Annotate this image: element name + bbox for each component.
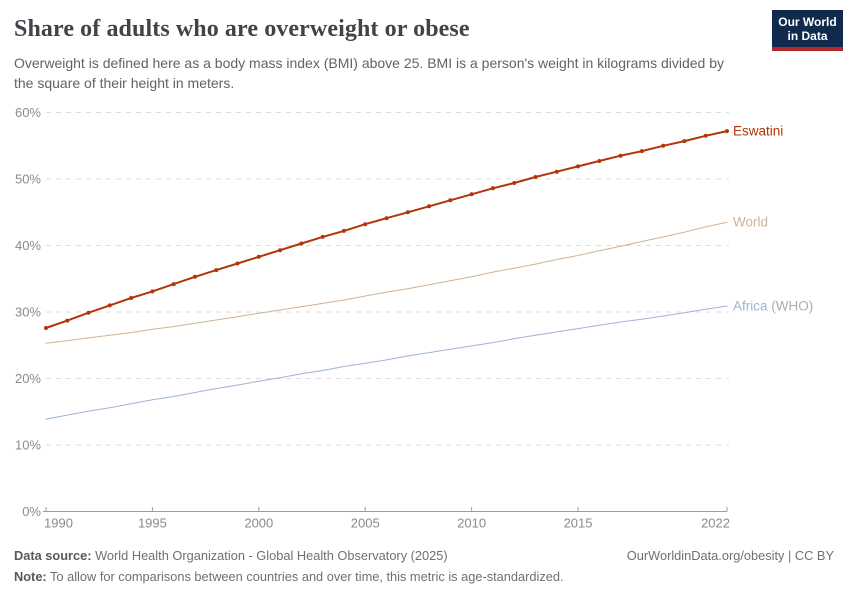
series-label-world[interactable]: World (733, 215, 768, 230)
series-marker-eswatini-1998 (214, 268, 219, 273)
series-marker-eswatini-2017 (618, 153, 623, 158)
series-marker-eswatini-1994 (129, 296, 134, 300)
x-tick-label-1990: 1990 (44, 516, 73, 531)
series-marker-eswatini-1997 (193, 274, 197, 279)
series-marker-eswatini-2012 (512, 181, 517, 185)
series-marker-eswatini-2020 (682, 139, 687, 144)
series-marker-eswatini-2022 (725, 129, 729, 134)
series-marker-eswatini-2018 (639, 149, 644, 154)
series-marker-eswatini-2000 (256, 254, 261, 259)
series-marker-eswatini-2010 (469, 192, 474, 197)
note-line: Note: To allow for comparisons between c… (14, 569, 836, 584)
series-line-eswatini[interactable] (45, 130, 728, 329)
y-tick-label-50: 50% (15, 172, 41, 187)
x-tick-label-2005: 2005 (351, 516, 380, 531)
note-label: Note: (14, 569, 47, 584)
owid-logo-line2: in Data (787, 28, 828, 43)
series-marker-eswatini-1991 (65, 318, 70, 323)
y-tick-label-60: 60% (15, 105, 41, 120)
series-line-africa-who[interactable] (45, 305, 728, 420)
y-tick-label-40: 40% (15, 238, 41, 253)
series-label-africa-who[interactable]: Africa (WHO) (733, 299, 813, 314)
series-marker-eswatini-2008 (427, 204, 432, 209)
y-tick-label-0: 0% (22, 504, 41, 519)
series-marker-eswatini-2004 (341, 228, 346, 233)
x-tick-label-1995: 1995 (138, 516, 167, 531)
y-tick-label-10: 10% (15, 438, 41, 453)
series-marker-eswatini-1990 (44, 326, 48, 330)
owid-logo[interactable]: Our World in Data (772, 10, 843, 51)
series-label-eswatini[interactable]: Eswatini (733, 124, 783, 139)
data-source-label: Data source: (14, 548, 92, 563)
series-marker-eswatini-1992 (86, 310, 91, 315)
series-marker-eswatini-1999 (235, 261, 240, 266)
chart-subtitle: Overweight is defined here as a body mas… (14, 55, 725, 91)
series-line-world[interactable] (45, 221, 728, 344)
series-marker-eswatini-2015 (576, 164, 580, 169)
series-marker-eswatini-2013 (533, 175, 538, 179)
series-marker-eswatini-2009 (448, 198, 453, 203)
series-marker-eswatini-2003 (320, 234, 325, 239)
owid-logo-line1: Our World (778, 14, 837, 29)
series-marker-eswatini-2019 (661, 143, 666, 148)
series-marker-eswatini-2014 (554, 169, 559, 174)
license-link[interactable]: OurWorldinData.org/obesity | CC BY (626, 548, 834, 563)
data-source-text: World Health Organization - Global Healt… (91, 548, 448, 563)
x-tick-label-2015: 2015 (564, 516, 593, 531)
series-marker-eswatini-2006 (384, 216, 389, 221)
data-source-line: Data source: World Health Organization -… (14, 548, 836, 563)
x-tick-label-2000: 2000 (244, 516, 273, 531)
series-marker-eswatini-2016 (597, 159, 602, 163)
y-tick-label-30: 30% (15, 305, 41, 320)
series-marker-eswatini-1996 (171, 282, 176, 287)
series-marker-eswatini-2005 (363, 222, 368, 227)
note-text: To allow for comparisons between countri… (46, 569, 564, 584)
series-marker-eswatini-2007 (405, 210, 410, 215)
series-marker-eswatini-2002 (299, 241, 304, 246)
x-tick-label-2022: 2022 (701, 516, 730, 531)
x-tick-label-2010: 2010 (457, 516, 486, 531)
page-title: Share of adults who are overweight or ob… (14, 16, 470, 42)
line-chart: 0% 10% 20% 30% 40% 50% 60% 1990 1995 2000 2005 2010… (15, 105, 813, 531)
series-marker-eswatini-2011 (490, 186, 495, 191)
series-marker-eswatini-1995 (150, 289, 155, 294)
series-marker-eswatini-2001 (278, 248, 283, 253)
series-marker-eswatini-2021 (703, 133, 708, 138)
series-marker-eswatini-1993 (107, 303, 112, 308)
y-tick-label-20: 20% (15, 371, 41, 386)
